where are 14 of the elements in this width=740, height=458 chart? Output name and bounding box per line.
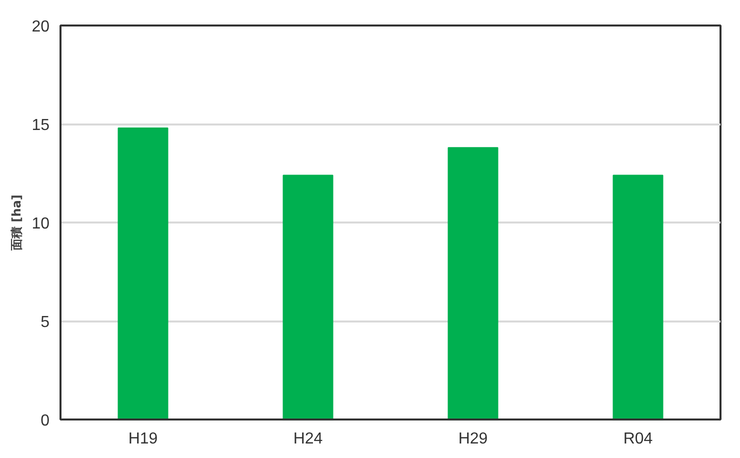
y-tick-label: 5	[40, 314, 50, 331]
y-tick-label: 10	[32, 216, 50, 232]
bar	[612, 174, 664, 420]
y-tick-label: 0	[40, 412, 50, 430]
x-tick-label: H19	[128, 430, 158, 448]
x-tick-label: H29	[458, 430, 488, 448]
y-tick-label: 15	[32, 117, 50, 134]
bar	[448, 147, 498, 420]
bar	[282, 174, 334, 420]
x-tick-label: R04	[623, 430, 653, 448]
y-axis-title: 面積 [ha]	[10, 194, 24, 252]
bar	[118, 127, 168, 420]
x-tick-label: H24	[293, 430, 323, 448]
y-tick-label: 20	[32, 18, 50, 36]
